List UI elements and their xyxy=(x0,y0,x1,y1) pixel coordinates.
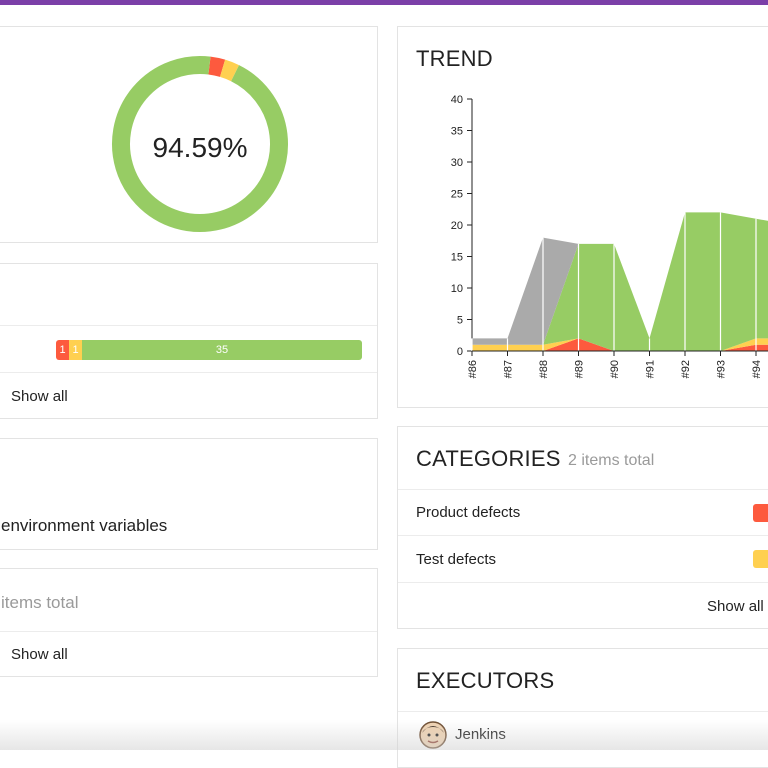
trend-title: TREND xyxy=(416,46,493,71)
jenkins-avatar-icon xyxy=(419,721,447,749)
trend-x-tick-label[interactable]: #88 xyxy=(538,360,550,378)
summary-card: 94.59% xyxy=(0,26,378,243)
trend-x-tick-label[interactable]: #92 xyxy=(680,360,692,378)
category-product-defects-swatch xyxy=(753,504,768,522)
trend-y-tick-label: 30 xyxy=(451,157,463,169)
categories-title: CATEGORIES xyxy=(416,446,561,471)
category-item-test-defects[interactable]: Test defects xyxy=(416,551,497,568)
header-accent-bar xyxy=(0,0,768,5)
trend-y-tick-label: 20 xyxy=(451,220,463,232)
status-bar-segment-failed[interactable]: 1 xyxy=(56,340,69,360)
trend-area-broken xyxy=(472,338,768,351)
category-test-defects-swatch xyxy=(753,550,768,568)
executor-item-jenkins[interactable]: Jenkins xyxy=(455,726,506,743)
features-count: items total xyxy=(1,593,79,612)
trend-x-tick-label[interactable]: #87 xyxy=(503,360,515,378)
summary-percent: 94.59% xyxy=(153,132,248,163)
features-show-all-link[interactable]: Show all xyxy=(11,646,68,663)
summary-ring xyxy=(112,56,288,232)
environment-text: environment variables xyxy=(1,516,168,535)
status-progress-bar[interactable]: 1 1 35 xyxy=(56,340,362,360)
features-divider xyxy=(0,631,377,632)
status-card: 1 1 35 Show all xyxy=(0,263,378,419)
status-show-all-link[interactable]: Show all xyxy=(11,388,68,405)
ring-segment-broken[interactable] xyxy=(219,59,240,82)
trend-card: TREND 0 5 10 15 20 25 30 35 40 #86 #87 #88 #89 #90 #91… xyxy=(397,26,768,408)
trend-y-tick-label: 25 xyxy=(451,189,463,201)
categories-show-all-link[interactable]: Show all xyxy=(707,598,764,615)
categories-card: CATEGORIES 2 items total Product defects… xyxy=(397,426,768,629)
category-item-product-defects[interactable]: Product defects xyxy=(416,504,521,521)
categories-divider-2 xyxy=(398,535,768,536)
trend-x-tick-label[interactable]: #86 xyxy=(467,360,479,378)
trend-y-tick-label: 5 xyxy=(457,315,463,327)
trend-x-tick-label[interactable]: #93 xyxy=(716,360,728,378)
executors-title: EXECUTORS xyxy=(416,668,555,693)
executors-divider xyxy=(398,711,768,712)
executors-card: EXECUTORS Jenkins xyxy=(397,648,768,768)
ring-segment-failed[interactable] xyxy=(208,56,226,77)
environment-card: environment variables xyxy=(0,438,378,550)
trend-x-tick-label[interactable]: #94 xyxy=(751,360,763,378)
features-card: items total Show all xyxy=(0,568,378,677)
trend-area-passed xyxy=(472,212,768,351)
status-bar-segment-passed[interactable]: 35 xyxy=(82,340,362,360)
status-card-divider xyxy=(0,325,377,326)
summary-ring-chart: 94.59% xyxy=(112,56,288,232)
trend-area-failed xyxy=(472,338,768,351)
categories-count: 2 items total xyxy=(568,452,655,469)
status-bar-segment-broken[interactable]: 1 xyxy=(69,340,82,360)
trend-chart: 0 5 10 15 20 25 30 35 40 #86 #87 #88 #89 #90 #91 #92 #93… xyxy=(451,94,768,378)
trend-y-tick-label: 35 xyxy=(451,126,463,138)
status-card-divider-2 xyxy=(0,372,377,373)
trend-x-tick-label[interactable]: #90 xyxy=(609,360,621,378)
trend-area-skipped xyxy=(472,212,768,345)
trend-x-tick-label[interactable]: #91 xyxy=(645,360,657,378)
categories-divider-3 xyxy=(398,582,768,583)
trend-x-tick-label[interactable]: #89 xyxy=(574,360,586,378)
trend-y-tick-label: 40 xyxy=(451,94,463,106)
ring-segment-passed[interactable] xyxy=(112,56,288,232)
categories-divider-1 xyxy=(398,489,768,490)
trend-y-tick-label: 10 xyxy=(451,283,463,295)
trend-y-tick-label: 15 xyxy=(451,252,463,264)
trend-y-tick-label: 0 xyxy=(457,346,463,358)
